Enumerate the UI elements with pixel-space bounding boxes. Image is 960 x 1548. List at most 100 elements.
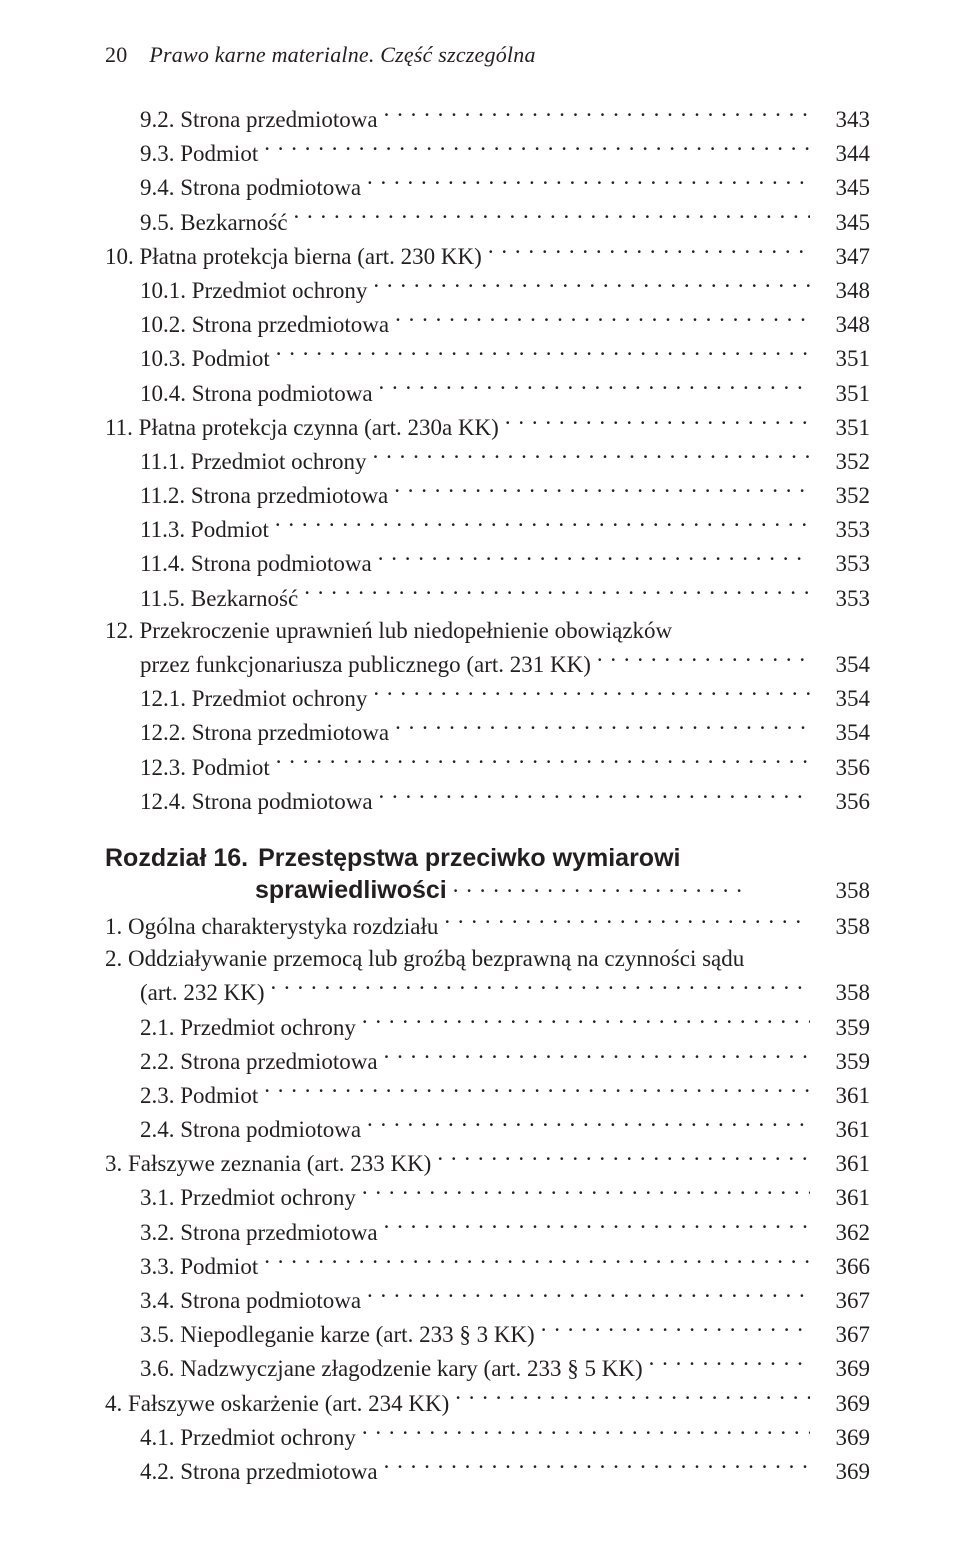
- toc-entry: 12.1. Przedmiot ochrony354: [105, 681, 870, 715]
- toc-block-2: 1. Ogólna charakterystyka rozdziału 358 2.…: [105, 909, 870, 1488]
- toc-label: 4.2. Strona przedmiotowa: [140, 1456, 378, 1488]
- toc-page-ref: 353: [816, 548, 870, 580]
- dot-leaders: [444, 909, 810, 934]
- toc-entry: 12.2. Strona przedmiotowa354: [105, 715, 870, 749]
- toc-entry: 2.4. Strona podmiotowa 361: [105, 1112, 870, 1146]
- toc-label: 3.6. Nadzwyczjane złagodzenie kary (art.…: [140, 1353, 643, 1385]
- toc-label: 3.2. Strona przedmiotowa: [140, 1217, 378, 1249]
- toc-label: 3.5. Niepodleganie karze (art. 233 § 3 K…: [140, 1319, 535, 1351]
- toc-entry: 10.3. Podmiot351: [105, 341, 870, 375]
- running-head: 20 Prawo karne materialne. Część szczegó…: [105, 42, 870, 68]
- toc-entry: 3.3. Podmiot366: [105, 1249, 870, 1283]
- dot-leaders: [455, 1386, 810, 1411]
- toc-page-ref: 356: [816, 752, 870, 784]
- toc-label: 2.4. Strona podmiotowa: [140, 1114, 361, 1146]
- toc-label: 11.2. Strona przedmiotowa: [140, 480, 388, 512]
- toc-page-ref: 351: [816, 343, 870, 375]
- toc-label: 4. Fałszywe oskarżenie (art. 234 KK): [105, 1388, 449, 1420]
- toc-page-ref: 367: [816, 1285, 870, 1317]
- toc-page-ref: 369: [816, 1456, 870, 1488]
- toc-page-ref: 361: [816, 1114, 870, 1146]
- toc-entry: 4. Fałszywe oskarżenie (art. 234 KK)369: [105, 1386, 870, 1420]
- chapter-heading: Rozdział 16. Przestępstwa przeciwko wymi…: [105, 844, 870, 905]
- dot-leaders: [384, 1044, 810, 1069]
- toc-page-ref: 351: [816, 412, 870, 444]
- toc-page-ref: 348: [816, 309, 870, 341]
- dot-leaders: [384, 1454, 810, 1479]
- dot-leaders: [379, 376, 810, 401]
- toc-page-ref: 358: [816, 977, 870, 1009]
- toc-entry: 4.1. Przedmiot ochrony 369: [105, 1420, 870, 1454]
- dot-leaders: [362, 1010, 810, 1035]
- toc-entry: 11.1. Przedmiot ochrony352: [105, 444, 870, 478]
- toc-label: 11. Płatna protekcja czynna (art. 230a K…: [105, 412, 499, 444]
- toc-entry: 3.2. Strona przedmiotowa362: [105, 1215, 870, 1249]
- toc-entry: 2.2. Strona przedmiotowa 359: [105, 1044, 870, 1078]
- toc-label: 11.5. Bezkarność: [140, 583, 298, 615]
- dot-leaders: [453, 873, 818, 898]
- chapter-page-ref: 358: [824, 878, 870, 904]
- toc-label: 12.4. Strona podmiotowa: [140, 786, 373, 818]
- toc-label: 11.4. Strona podmiotowa: [140, 548, 372, 580]
- dot-leaders: [437, 1146, 810, 1171]
- toc-label: przez funkcjonariusza publicznego (art. …: [140, 649, 591, 681]
- toc-label: 10.4. Strona podmiotowa: [140, 378, 373, 410]
- toc-entry: 12. Przekroczenie uprawnień lub niedopeł…: [105, 615, 870, 681]
- toc-entry: 1. Ogólna charakterystyka rozdziału 358: [105, 909, 870, 943]
- toc-label: 12.1. Przedmiot ochrony: [140, 683, 367, 715]
- page-number: 20: [105, 42, 127, 68]
- toc-label: 10.1. Przedmiot ochrony: [140, 275, 367, 307]
- toc-page-ref: 356: [816, 786, 870, 818]
- dot-leaders: [395, 307, 810, 332]
- page-container: 20 Prawo karne materialne. Część szczegó…: [0, 0, 960, 1548]
- toc-entry: 11.2. Strona przedmiotowa 352: [105, 478, 870, 512]
- dot-leaders: [597, 647, 810, 672]
- toc-page-ref: 359: [816, 1046, 870, 1078]
- dot-leaders: [271, 975, 810, 1000]
- dot-leaders: [373, 681, 810, 706]
- toc-entry: 3. Fałszywe zeznania (art. 233 KK)361: [105, 1146, 870, 1180]
- toc-entry: 9.2. Strona przedmiotowa 343: [105, 102, 870, 136]
- dot-leaders: [264, 1249, 810, 1274]
- toc-page-ref: 348: [816, 275, 870, 307]
- chapter-title-line1: Przestępstwa przeciwko wymiarowi: [258, 844, 680, 873]
- toc-page-ref: 344: [816, 138, 870, 170]
- toc-label: 11.1. Przedmiot ochrony: [140, 446, 367, 478]
- dot-leaders: [505, 410, 810, 435]
- toc-label: 9.5. Bezkarność: [140, 207, 288, 239]
- dot-leaders: [367, 1112, 810, 1137]
- toc-label: 4.1. Przedmiot ochrony: [140, 1422, 356, 1454]
- toc-page-ref: 358: [816, 911, 870, 943]
- toc-label: (art. 232 KK): [140, 977, 265, 1009]
- toc-page-ref: 353: [816, 583, 870, 615]
- toc-label: 9.2. Strona przedmiotowa: [140, 104, 378, 136]
- toc-page-ref: 343: [816, 104, 870, 136]
- dot-leaders: [304, 581, 810, 606]
- toc-label: 1. Ogólna charakterystyka rozdziału: [105, 911, 438, 943]
- dot-leaders: [294, 205, 810, 230]
- dot-leaders: [367, 1283, 810, 1308]
- dot-leaders: [384, 102, 810, 127]
- toc-page-ref: 353: [816, 514, 870, 546]
- toc-page-ref: 366: [816, 1251, 870, 1283]
- dot-leaders: [367, 170, 810, 195]
- toc-label: 2.3. Podmiot: [140, 1080, 258, 1112]
- toc-page-ref: 367: [816, 1319, 870, 1351]
- toc-entry: 10.2. Strona przedmiotowa348: [105, 307, 870, 341]
- toc-page-ref: 352: [816, 480, 870, 512]
- toc-entry: 3.5. Niepodleganie karze (art. 233 § 3 K…: [105, 1317, 870, 1351]
- toc-entry: 4.2. Strona przedmiotowa 369: [105, 1454, 870, 1488]
- toc-entry: 11.5. Bezkarność 353: [105, 581, 870, 615]
- toc-page-ref: 347: [816, 241, 870, 273]
- toc-entry: 12.4. Strona podmiotowa 356: [105, 784, 870, 818]
- toc-page-ref: 369: [816, 1422, 870, 1454]
- toc-page-ref: 361: [816, 1080, 870, 1112]
- toc-entry: 10.4. Strona podmiotowa351: [105, 376, 870, 410]
- dot-leaders: [276, 750, 810, 775]
- dot-leaders: [276, 341, 810, 366]
- dot-leaders: [384, 1215, 810, 1240]
- toc-label: 3.1. Przedmiot ochrony: [140, 1182, 356, 1214]
- toc-page-ref: 361: [816, 1148, 870, 1180]
- toc-label: 2.2. Strona przedmiotowa: [140, 1046, 378, 1078]
- running-head-title: Prawo karne materialne. Część szczególna: [149, 42, 535, 68]
